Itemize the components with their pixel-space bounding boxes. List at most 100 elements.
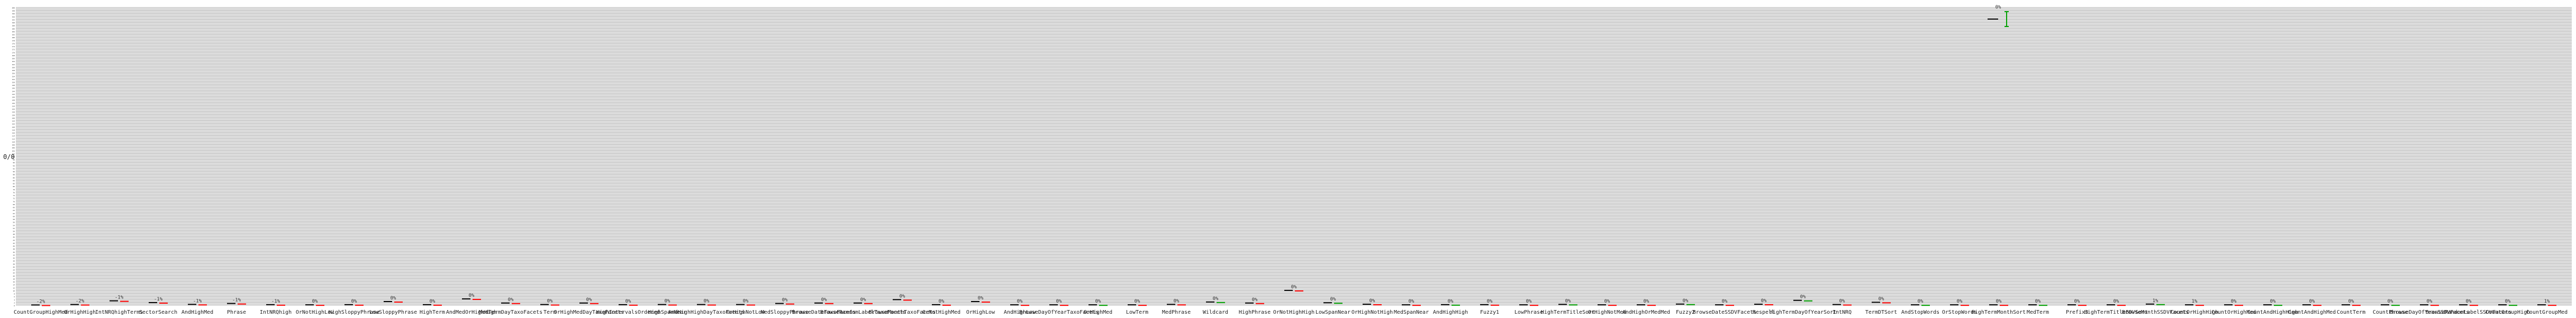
- y-tick-label: 178: [12, 40, 15, 42]
- y-tick-label: 8: [14, 293, 15, 295]
- x-category-label: BrowseRandomLabelSSDVFacets: [2426, 310, 2512, 315]
- y-tick-label: 156: [12, 73, 15, 75]
- x-axis-category-labels: CountGroupHighMedOrHighHighIntNRQhighTer…: [14, 310, 2568, 315]
- y-tick-label: 88: [13, 174, 15, 176]
- y-tick-label: 10: [13, 290, 15, 292]
- x-category-label: HighPhrase: [1239, 310, 1271, 315]
- x-category-label: CountGroupHighMed: [14, 310, 68, 315]
- y-tick-label: 172: [12, 49, 15, 51]
- bar-delta-label: 0%: [1604, 299, 1610, 304]
- bar-delta-label: 0%: [743, 299, 749, 304]
- bar-delta-label: -1%: [193, 298, 202, 304]
- bar-delta-label: 0%: [665, 299, 670, 304]
- bar-delta-label: 0%: [1213, 296, 1219, 302]
- y-tick-label: 124: [12, 120, 15, 122]
- y-tick-label: 96: [13, 162, 15, 164]
- bar-delta-label: 0%: [1291, 285, 1297, 290]
- x-category-label: IntNRQhigh: [260, 310, 292, 315]
- bar-delta-label: 0%: [1800, 295, 1806, 300]
- y-tick-label: 52: [13, 227, 15, 229]
- x-category-label: HighTermTitleSort: [1541, 310, 1595, 315]
- x-category-label: CountOrHighMed: [2211, 310, 2256, 315]
- bar-delta-label: 0%: [469, 293, 475, 298]
- y-tick-label: 100: [12, 156, 15, 158]
- y-tick-label: 128: [12, 114, 15, 116]
- x-category-label: MedSpanNear: [1394, 310, 1429, 315]
- bar-delta-label: 0%: [1330, 297, 1336, 302]
- bar-delta-label: 0%: [2035, 299, 2041, 304]
- y-tick-label: 22: [13, 272, 15, 274]
- y-tick-label: 148: [12, 84, 15, 86]
- x-category-label: HighTermTitleBDVSort: [2084, 310, 2148, 315]
- y-tick-label: 34: [13, 254, 15, 256]
- bar-delta-label: 0%: [2270, 299, 2276, 304]
- bar-delta-label: 0%: [1996, 299, 2002, 304]
- y-tick-label: 104: [12, 150, 15, 152]
- x-category-label: OrHighHigh: [64, 310, 96, 315]
- y-tick-label: 20: [13, 275, 15, 277]
- x-category-label: AndHighLow: [1004, 310, 1036, 315]
- bar-delta-label: 0%: [351, 299, 357, 304]
- y-tick-label: 12: [13, 287, 15, 289]
- y-tick-label: 180: [12, 37, 15, 39]
- y-tick-label: 132: [12, 108, 15, 110]
- y-tick-label: 110: [12, 141, 15, 143]
- bar-delta-label: 0%: [2466, 299, 2472, 304]
- y-tick-label: 192: [12, 19, 15, 21]
- y-tick-label: 80: [13, 186, 15, 188]
- bar-delta-label: 1%: [2544, 299, 2550, 304]
- y-tick-label: 118: [12, 129, 15, 131]
- x-category-label: OrHighNotMed: [1588, 310, 1626, 315]
- y-tick-label: 162: [12, 64, 15, 66]
- y-tick-label: 170: [12, 51, 15, 54]
- y-tick-label: 106: [12, 147, 15, 149]
- y-tick-label: 26: [13, 266, 15, 268]
- y-tick-label: 194: [12, 16, 15, 18]
- x-category-label: OrHighMedDayTaxoFacets: [554, 310, 624, 315]
- y-tick-label: 46: [13, 236, 15, 238]
- bar-delta-label: 0%: [1683, 298, 1689, 304]
- bar-delta-label: 0%: [1056, 299, 1062, 304]
- bar-delta-label: 0%: [2309, 299, 2315, 304]
- bar-delta-label: 0%: [1839, 299, 1845, 304]
- bar-delta-label: 0%: [1761, 298, 1767, 304]
- bar-delta-label: 0%: [625, 299, 631, 304]
- grid-lines: [16, 7, 2572, 306]
- x-category-label: Fuzzy1: [1480, 310, 1499, 315]
- y-tick-label: 142: [12, 93, 15, 95]
- y-tick-label: 2: [14, 302, 15, 304]
- y-tick-label: 144: [12, 90, 15, 92]
- bar-delta-label: 0%: [547, 299, 553, 304]
- y-tick-label: 50: [13, 231, 15, 233]
- x-category-label: OrHighMed: [1084, 310, 1112, 315]
- x-category-label: CountAndHighHigh: [2247, 310, 2298, 315]
- y-tick-label: 138: [12, 99, 15, 101]
- y-tick-label: 114: [12, 135, 15, 137]
- bar-delta-label: 0%: [312, 299, 318, 304]
- x-category-label: MedPhrase: [1162, 310, 1191, 315]
- bar-delta-label: -2%: [76, 299, 85, 304]
- bar-delta-label: 0%: [508, 297, 514, 303]
- x-category-label: Prefix3: [2066, 310, 2088, 315]
- x-category-label: OrNotHighMed: [922, 310, 960, 315]
- x-category-label: HighTermDayOfYearSort: [1770, 310, 1836, 315]
- x-category-label: BrowseDateTaxoFacets: [792, 310, 856, 315]
- x-category-label: CountAndHighMed: [2288, 310, 2336, 315]
- y-tick-label: 54: [13, 224, 15, 226]
- x-category-label: Fuzzy2: [1676, 310, 1695, 315]
- bar-delta-label: 0%: [1565, 298, 1571, 304]
- y-tick-label: 164: [12, 60, 15, 63]
- x-category-label: Respell: [1753, 310, 1775, 315]
- y-tick-label: 84: [13, 180, 15, 182]
- bar-delta-label: 0%: [2505, 299, 2511, 304]
- bar-delta-label: 0%: [2114, 299, 2119, 304]
- x-category-label: MedSloppyPhrase: [761, 310, 809, 315]
- y-tick-label: 112: [12, 138, 15, 140]
- y-tick-label: 176: [12, 42, 15, 45]
- y-axis-ticks: 0246810121416182022242628303234363840424…: [12, 7, 15, 307]
- x-category-label: AndHighHigh: [1433, 310, 1468, 315]
- y-tick-label: 98: [13, 159, 15, 161]
- y-tick-label: 152: [12, 78, 15, 81]
- x-category-label: CountPhrase: [2373, 310, 2408, 315]
- x-category-label: AndHighOrMedMed: [1622, 310, 1670, 315]
